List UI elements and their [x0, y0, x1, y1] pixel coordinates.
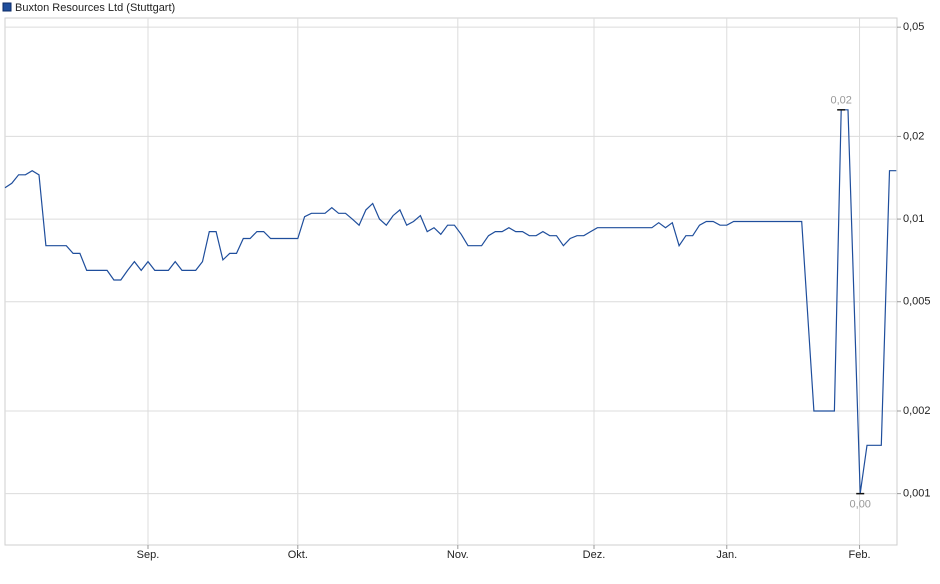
y-tick-label: 0,05 — [903, 21, 924, 33]
y-tick-label: 0,002 — [903, 405, 931, 417]
x-tick-label: Okt. — [288, 549, 308, 561]
x-tick-label: Feb. — [849, 549, 871, 561]
line-series — [4, 109, 897, 494]
legend-swatch — [2, 2, 12, 12]
x-tick-label: Dez. — [583, 549, 606, 561]
legend-label: Buxton Resources Ltd (Stuttgart) — [15, 2, 175, 14]
plot-frame — [4, 17, 898, 546]
y-tick-label: 0,01 — [903, 213, 924, 225]
y-tick-label: 0,02 — [903, 130, 924, 142]
x-tick-label: Sep. — [137, 549, 160, 561]
annotation: 0,00 — [850, 499, 871, 511]
y-tick-label: 0,001 — [903, 488, 931, 500]
x-tick-label: Jan. — [716, 549, 737, 561]
y-tick-label: 0,005 — [903, 296, 931, 308]
x-tick-label: Nov. — [447, 549, 469, 561]
annotation: 0,02 — [830, 95, 851, 107]
